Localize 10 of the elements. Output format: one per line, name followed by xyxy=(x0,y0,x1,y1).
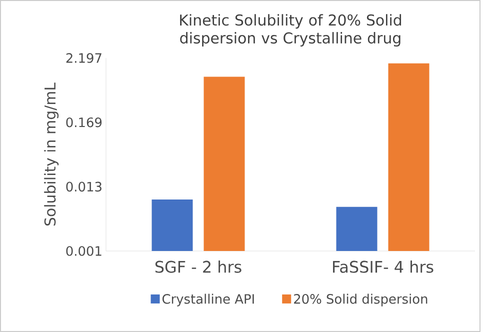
y-tick-label: 2.197 xyxy=(66,53,102,63)
x-tick-label: FaSSIF- 4 hrs xyxy=(333,260,434,273)
chart-title: Kinetic Solubility of 20% Solid dispersion vs Crystalline drug xyxy=(180,14,402,47)
y-tick-label: 0.013 xyxy=(66,182,102,192)
x-tick-label: SGF - 2 hrs xyxy=(155,260,242,273)
y-tick-label: 0.169 xyxy=(66,117,102,128)
legend-label: Crystalline API xyxy=(162,294,254,306)
y-axis-title: Solubility in mg/mL xyxy=(44,82,59,226)
legend-label: 20% Solid dispersion xyxy=(294,294,428,306)
y-tick-label: 0.001 xyxy=(66,246,102,256)
